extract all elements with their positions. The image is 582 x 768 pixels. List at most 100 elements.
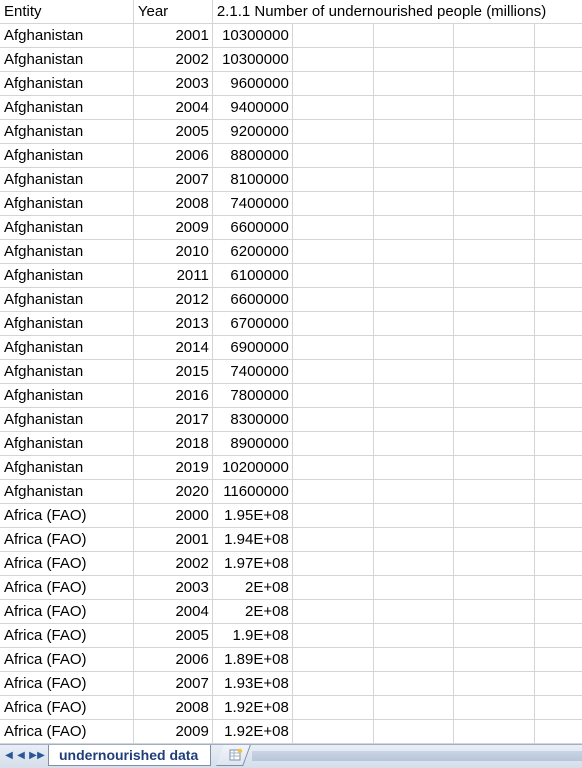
cell-entity[interactable]: Afghanistan [0, 71, 134, 96]
cell-empty[interactable] [453, 335, 536, 360]
cell-entity[interactable]: Afghanistan [0, 95, 134, 120]
cell-empty[interactable] [292, 407, 374, 432]
cell-year[interactable]: 2009 [133, 215, 213, 240]
cell-entity[interactable]: Afghanistan [0, 167, 134, 192]
cell-year[interactable]: 2001 [133, 23, 213, 48]
cell-empty[interactable] [292, 623, 374, 648]
cell-empty[interactable] [534, 479, 582, 504]
cell-year[interactable]: 2007 [133, 167, 213, 192]
cell-year[interactable]: 2005 [133, 119, 213, 144]
cell-empty[interactable] [534, 95, 582, 120]
cell-empty[interactable] [373, 335, 455, 360]
cell-empty[interactable] [373, 359, 455, 384]
cell-empty[interactable] [534, 527, 582, 552]
cell-entity[interactable]: Afghanistan [0, 287, 134, 312]
cell-empty[interactable] [373, 191, 455, 216]
cell-empty[interactable] [534, 551, 582, 576]
cell-empty[interactable] [373, 599, 455, 624]
cell-empty[interactable] [373, 143, 455, 168]
cell-empty[interactable] [534, 599, 582, 624]
cell-empty[interactable] [373, 71, 455, 96]
first-sheet-icon[interactable]: ◀ [5, 750, 13, 761]
cell-empty[interactable] [292, 47, 374, 72]
cell-empty[interactable] [534, 431, 582, 456]
header-entity[interactable]: Entity [0, 0, 134, 24]
cell-value[interactable]: 1.93E+08 [212, 671, 293, 696]
cell-value[interactable]: 9600000 [212, 71, 293, 96]
cell-value[interactable]: 6100000 [212, 263, 293, 288]
cell-empty[interactable] [292, 71, 374, 96]
cell-empty[interactable] [453, 575, 536, 600]
cell-year[interactable]: 2004 [133, 599, 213, 624]
cell-value[interactable]: 7800000 [212, 383, 293, 408]
cell-empty[interactable] [534, 71, 582, 96]
cell-empty[interactable] [453, 311, 536, 336]
cell-year[interactable]: 2015 [133, 359, 213, 384]
horizontal-scrollbar-track[interactable] [252, 751, 582, 761]
cell-empty[interactable] [292, 647, 374, 672]
cell-empty[interactable] [292, 191, 374, 216]
cell-empty[interactable] [453, 455, 536, 480]
cell-year[interactable]: 2013 [133, 311, 213, 336]
cell-entity[interactable]: Afghanistan [0, 407, 134, 432]
cell-empty[interactable] [534, 311, 582, 336]
cell-value[interactable]: 1.97E+08 [212, 551, 293, 576]
cell-value[interactable]: 11600000 [212, 479, 293, 504]
cell-empty[interactable] [453, 431, 536, 456]
cell-empty[interactable] [292, 311, 374, 336]
cell-entity[interactable]: Afghanistan [0, 479, 134, 504]
cell-empty[interactable] [292, 695, 374, 720]
cell-empty[interactable] [373, 719, 455, 744]
cell-year[interactable]: 2010 [133, 239, 213, 264]
cell-year[interactable]: 2007 [133, 671, 213, 696]
cell-empty[interactable] [453, 143, 536, 168]
cell-empty[interactable] [453, 47, 536, 72]
cell-value[interactable]: 6600000 [212, 215, 293, 240]
cell-empty[interactable] [453, 359, 536, 384]
cell-year[interactable]: 2006 [133, 647, 213, 672]
cell-empty[interactable] [453, 191, 536, 216]
cell-empty[interactable] [534, 503, 582, 528]
cell-empty[interactable] [373, 263, 455, 288]
cell-empty[interactable] [453, 71, 536, 96]
cell-empty[interactable] [373, 407, 455, 432]
cell-empty[interactable] [453, 383, 536, 408]
cell-value[interactable]: 8900000 [212, 431, 293, 456]
cell-year[interactable]: 2002 [133, 47, 213, 72]
cell-empty[interactable] [373, 527, 455, 552]
cell-empty[interactable] [453, 671, 536, 696]
cell-entity[interactable]: Afghanistan [0, 383, 134, 408]
cell-empty[interactable] [292, 575, 374, 600]
cell-empty[interactable] [292, 431, 374, 456]
cell-empty[interactable] [292, 551, 374, 576]
cell-value[interactable]: 8100000 [212, 167, 293, 192]
cell-value[interactable]: 1.9E+08 [212, 623, 293, 648]
cell-empty[interactable] [292, 503, 374, 528]
cell-empty[interactable] [373, 215, 455, 240]
cell-year[interactable]: 2008 [133, 695, 213, 720]
cell-value[interactable]: 10200000 [212, 455, 293, 480]
cell-empty[interactable] [373, 623, 455, 648]
cell-empty[interactable] [453, 695, 536, 720]
cell-empty[interactable] [534, 719, 582, 744]
cell-year[interactable]: 2003 [133, 575, 213, 600]
cell-empty[interactable] [373, 647, 455, 672]
cell-empty[interactable] [373, 47, 455, 72]
cell-empty[interactable] [534, 215, 582, 240]
cell-empty[interactable] [534, 167, 582, 192]
cell-empty[interactable] [373, 167, 455, 192]
cell-empty[interactable] [292, 599, 374, 624]
cell-year[interactable]: 2012 [133, 287, 213, 312]
prev-sheet-icon[interactable]: ◀ [17, 750, 25, 761]
cell-year[interactable]: 2009 [133, 719, 213, 744]
cell-empty[interactable] [453, 719, 536, 744]
cell-empty[interactable] [292, 95, 374, 120]
cell-value[interactable]: 8300000 [212, 407, 293, 432]
cell-empty[interactable] [373, 431, 455, 456]
cell-empty[interactable] [373, 287, 455, 312]
cell-value[interactable]: 8800000 [212, 143, 293, 168]
cell-empty[interactable] [453, 287, 536, 312]
cell-year[interactable]: 2011 [133, 263, 213, 288]
cell-year[interactable]: 2003 [133, 71, 213, 96]
cell-empty[interactable] [534, 647, 582, 672]
